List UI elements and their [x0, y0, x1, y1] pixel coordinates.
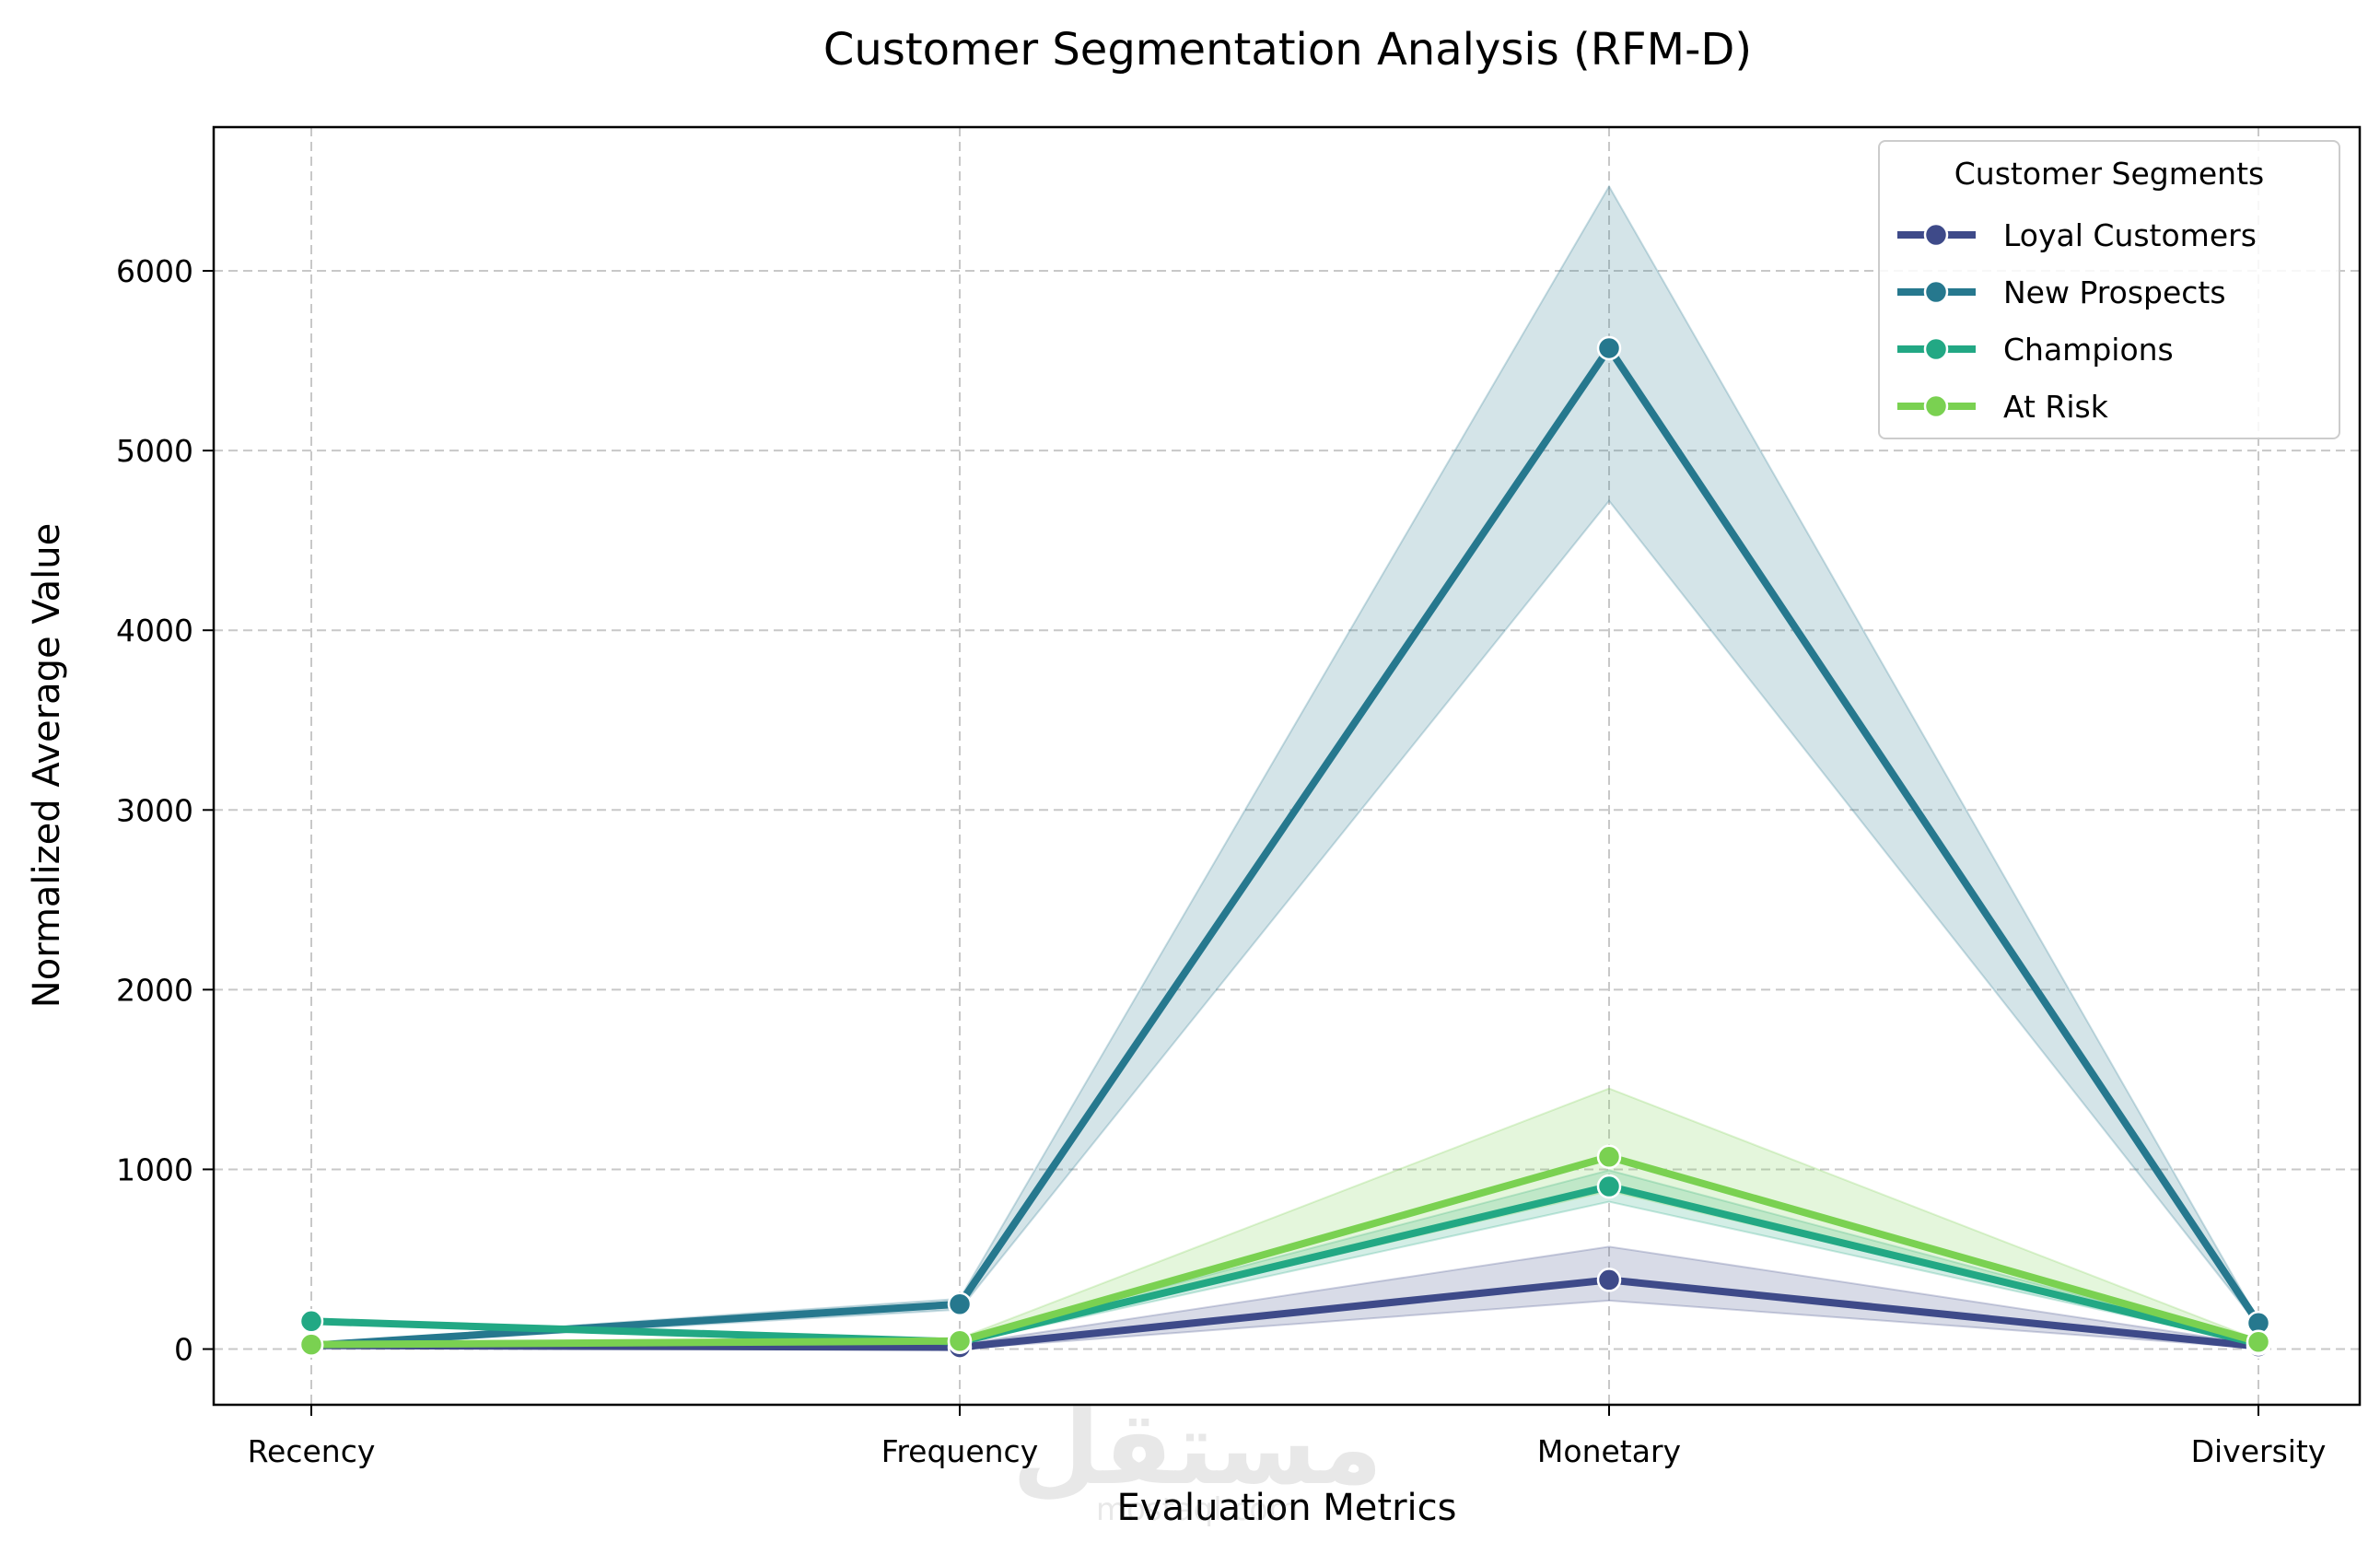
legend-label-new-prospects: New Prospects — [2003, 275, 2226, 310]
watermark-subtext: mostaql.com — [1096, 1491, 1299, 1528]
legend-box — [1878, 140, 2340, 439]
x-axis-label: Evaluation Metrics — [1117, 1487, 1457, 1529]
line-champions — [308, 1182, 2262, 1348]
legend: Customer Segments Loyal Customers New Pros… — [1878, 140, 2340, 439]
line-new-prospects — [308, 344, 2262, 1350]
point-loyal-customers-monetary — [1596, 1268, 1622, 1292]
y-tick-label-6000: 6000 — [116, 253, 193, 289]
plot-area-frame — [212, 125, 2362, 1407]
point-new-prospects-frequency — [947, 1291, 973, 1317]
y-tick-label-0: 0 — [174, 1332, 193, 1368]
series-lines — [308, 344, 2262, 1351]
x-tick-label-recency: Recency — [248, 1433, 376, 1469]
legend-label-loyal-customers: Loyal Customers — [2003, 217, 2257, 253]
legend-title: Customer Segments — [1954, 156, 2264, 192]
legend-marker-at-risk — [1923, 393, 1949, 419]
line-at-risk — [308, 1152, 2262, 1349]
point-champions-recency — [298, 1309, 324, 1334]
watermark: مستقل mostaql.com — [1012, 1389, 1382, 1528]
point-at-risk-monetary — [1596, 1144, 1622, 1170]
series-points — [298, 335, 2271, 1360]
legend-label-champions: Champions — [2003, 332, 2174, 368]
y-tick-label-3000: 3000 — [116, 792, 193, 828]
point-at-risk-frequency — [947, 1328, 973, 1353]
legend-marker-champions — [1923, 336, 1949, 362]
y-tick-label-2000: 2000 — [116, 972, 193, 1008]
point-at-risk-recency — [298, 1332, 324, 1357]
point-champions-monetary — [1596, 1174, 1622, 1199]
legend-marker-loyal-customers — [1923, 222, 1949, 248]
y-tick-label-5000: 5000 — [116, 433, 193, 469]
y-tick-label-4000: 4000 — [116, 613, 193, 648]
chart-title: Customer Segmentation Analysis (RFM-D) — [823, 24, 1752, 76]
x-tick-label-frequency: Frequency — [881, 1433, 1038, 1469]
point-at-risk-diversity — [2246, 1329, 2271, 1354]
watermark-logo: مستقل — [1012, 1389, 1382, 1507]
x-tick-label-monetary: Monetary — [1537, 1433, 1681, 1469]
x-tick-label-diversity: Diversity — [2191, 1433, 2327, 1469]
legend-label-at-risk: At Risk — [2003, 389, 2109, 425]
confidence-bands — [310, 184, 2259, 1350]
y-tick-label-1000: 1000 — [116, 1151, 193, 1187]
axis-ticks: Recency Frequency Monetary Diversity 0 1000 20… — [116, 253, 2326, 1469]
legend-marker-new-prospects — [1923, 279, 1949, 305]
y-axis-label: Normalized Average Value — [26, 523, 68, 1008]
point-new-prospects-monetary — [1596, 335, 1622, 361]
